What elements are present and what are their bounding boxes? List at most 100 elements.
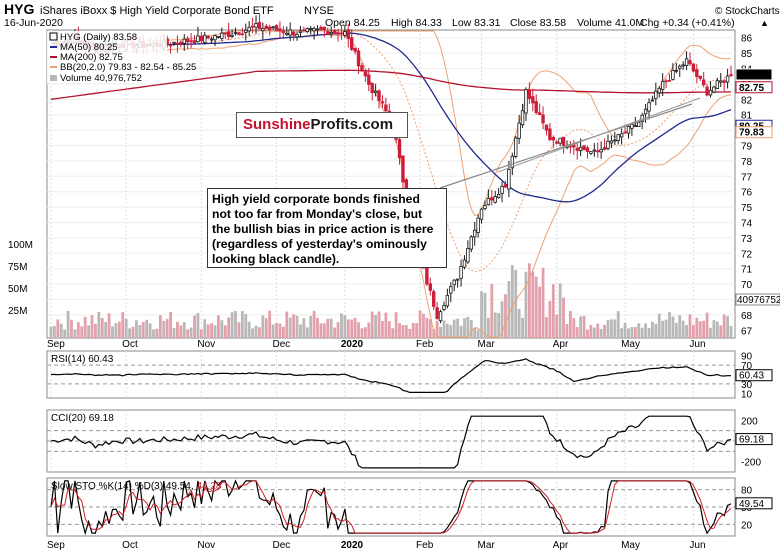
candle-body <box>698 75 702 79</box>
oscillator-value-tag: 60.43 <box>739 371 764 382</box>
candle-body <box>657 87 661 94</box>
volume-bar <box>510 265 514 338</box>
oscillator-value-tag: 69.18 <box>739 435 764 446</box>
legend-hyg: HYG (Daily) 83.58 <box>60 32 137 43</box>
low-value: Low 83.31 <box>452 17 501 29</box>
volume-bar <box>254 325 258 338</box>
volume-bar <box>418 310 422 338</box>
candle-body <box>613 139 617 142</box>
volume-bar <box>490 283 494 338</box>
volume-bar <box>223 325 227 338</box>
candle-body <box>483 204 487 209</box>
stockcharts-credit: © StockCharts.com <box>715 6 780 17</box>
candle-body <box>240 33 245 36</box>
candle-body <box>295 34 299 38</box>
oscillator-value-box <box>735 497 773 510</box>
price-panel-frame <box>46 29 736 339</box>
volume-bar <box>726 316 729 338</box>
x-tick-label: Apr <box>553 339 569 350</box>
volume-bar <box>135 320 138 338</box>
candle-body <box>681 64 685 67</box>
candle-body <box>725 75 730 83</box>
volume-bar <box>377 311 381 338</box>
volume-bar <box>210 323 214 338</box>
candle-body <box>561 136 566 146</box>
volume-bar <box>220 320 224 338</box>
volume-bar <box>521 317 524 338</box>
candle-body <box>503 184 508 188</box>
volume-bar <box>705 312 709 338</box>
volume-bar <box>53 325 56 338</box>
volume-bar <box>251 328 255 338</box>
legend-swatch-volume <box>50 75 57 81</box>
volume-tag-box <box>735 293 780 306</box>
up-arrow-icon: ▲ <box>760 18 769 28</box>
candle-body <box>705 86 709 96</box>
high-value: High 84.33 <box>391 17 442 29</box>
volume-bar <box>507 281 511 338</box>
volume-bar <box>312 310 316 338</box>
candle-body <box>445 294 450 307</box>
volume-bar <box>299 324 302 338</box>
candle-body <box>514 137 518 157</box>
volume-bar <box>162 320 166 338</box>
volume-bar <box>493 312 497 338</box>
volume-bar <box>90 315 94 338</box>
candle-body <box>455 278 460 281</box>
volume-bar <box>480 291 483 338</box>
volume-bar <box>247 321 251 338</box>
oscillator-tick-label: 200 <box>741 416 758 427</box>
volume-bar <box>83 316 87 338</box>
volume-bar <box>599 328 603 338</box>
oscillator-line <box>50 415 732 469</box>
volume-bar <box>592 327 596 338</box>
volume-bar <box>374 314 378 338</box>
candle-body <box>695 69 699 78</box>
volume-bar <box>285 311 289 338</box>
candle-body <box>531 96 535 104</box>
candle-body <box>308 28 313 30</box>
candle-body <box>558 137 562 144</box>
volume-bars <box>49 263 733 338</box>
candle-body <box>691 63 696 72</box>
candle-body <box>250 25 255 28</box>
candle-body <box>370 83 374 93</box>
volume-bar <box>63 329 67 338</box>
candle-body <box>602 147 607 150</box>
candle-body <box>442 305 446 310</box>
candle-body <box>616 134 620 142</box>
y-tick-label: 70 <box>741 280 753 291</box>
volume-bar <box>111 326 114 338</box>
volume-bar <box>258 327 261 338</box>
candle-body <box>216 36 221 38</box>
oscillator-tick-label: 70 <box>741 361 753 372</box>
volume-bar <box>322 323 326 338</box>
candle-body <box>343 31 347 36</box>
sto-title: Slow STO %K(14) %D(3) 49.54, 44.28 <box>51 481 222 492</box>
legend-ma50: MA(50) 80.25 <box>60 42 118 53</box>
candle-body <box>643 108 648 115</box>
volume-bar <box>616 311 620 338</box>
volume-bar <box>606 320 610 338</box>
candle-body <box>660 80 665 90</box>
x-tick-label: Feb <box>416 540 434 551</box>
candle-body <box>281 30 286 34</box>
x-tick-label: Oct <box>122 339 138 350</box>
close-value: Close 83.58 <box>510 17 566 29</box>
volume-bar <box>685 324 688 338</box>
volume-bar <box>59 323 63 338</box>
volume-bar <box>329 318 333 338</box>
instrument-name: iShares iBoxx $ High Yield Corporate Bon… <box>40 5 274 17</box>
candle-body <box>524 89 528 114</box>
volume-bar <box>288 317 292 338</box>
candle-body <box>719 80 723 83</box>
candle-body <box>432 291 436 307</box>
volume-bar <box>340 313 343 338</box>
y-tick-label: 82 <box>741 95 753 106</box>
volume-bar <box>688 314 692 338</box>
x-tick-label: Sep <box>47 540 65 551</box>
volume-bar <box>394 312 398 338</box>
volume-bar <box>237 322 241 338</box>
candle-body <box>397 139 402 159</box>
candle-body <box>507 168 511 190</box>
